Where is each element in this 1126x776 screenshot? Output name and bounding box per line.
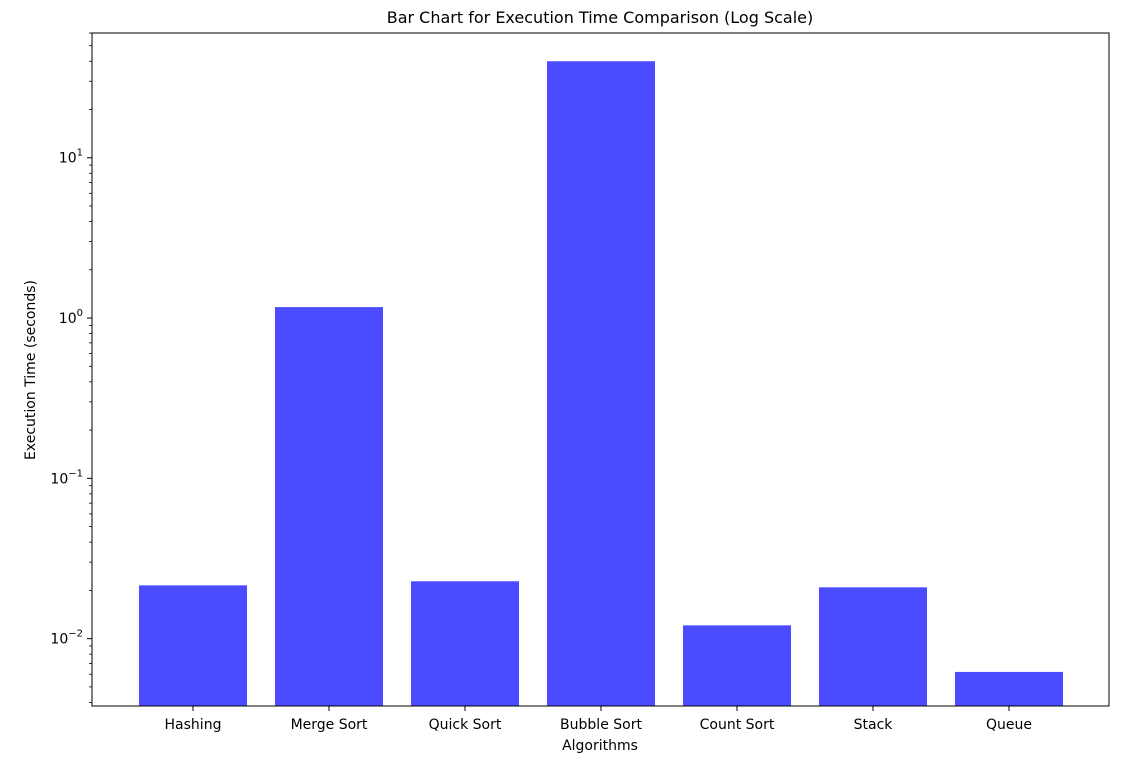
y-tick-label: 101 [59, 148, 83, 167]
bar-stack [819, 587, 927, 706]
bar-bubble-sort [547, 61, 655, 707]
bar-hashing [139, 585, 247, 706]
y-tick-label: 10−2 [50, 629, 83, 648]
plot-area: Hashing Merge Sort Quick Sort Bubble Sort Co… [50, 32, 1063, 733]
x-tick-label: Bubble Sort [560, 717, 642, 733]
x-tick-label: Stack [854, 717, 894, 733]
x-tick-label: Merge Sort [291, 717, 368, 733]
x-tick-label: Quick Sort [429, 717, 502, 733]
bar-merge-sort [275, 307, 383, 706]
bar-queue [955, 671, 1063, 706]
x-tick-label: Hashing [165, 717, 222, 733]
plot-frame [91, 32, 1110, 707]
x-tick-label: Count Sort [700, 717, 775, 733]
bar-quick-sort [411, 581, 519, 706]
y-axis-label: Execution Time (seconds) [23, 280, 39, 460]
y-tick-label: 100 [59, 308, 83, 327]
chart-title: Bar Chart for Execution Time Comparison … [387, 8, 814, 27]
x-axis-label: Algorithms [562, 738, 638, 754]
x-tick-label: Queue [986, 717, 1032, 733]
y-tick-label: 10−1 [50, 468, 83, 487]
bar-count-sort [683, 625, 791, 706]
